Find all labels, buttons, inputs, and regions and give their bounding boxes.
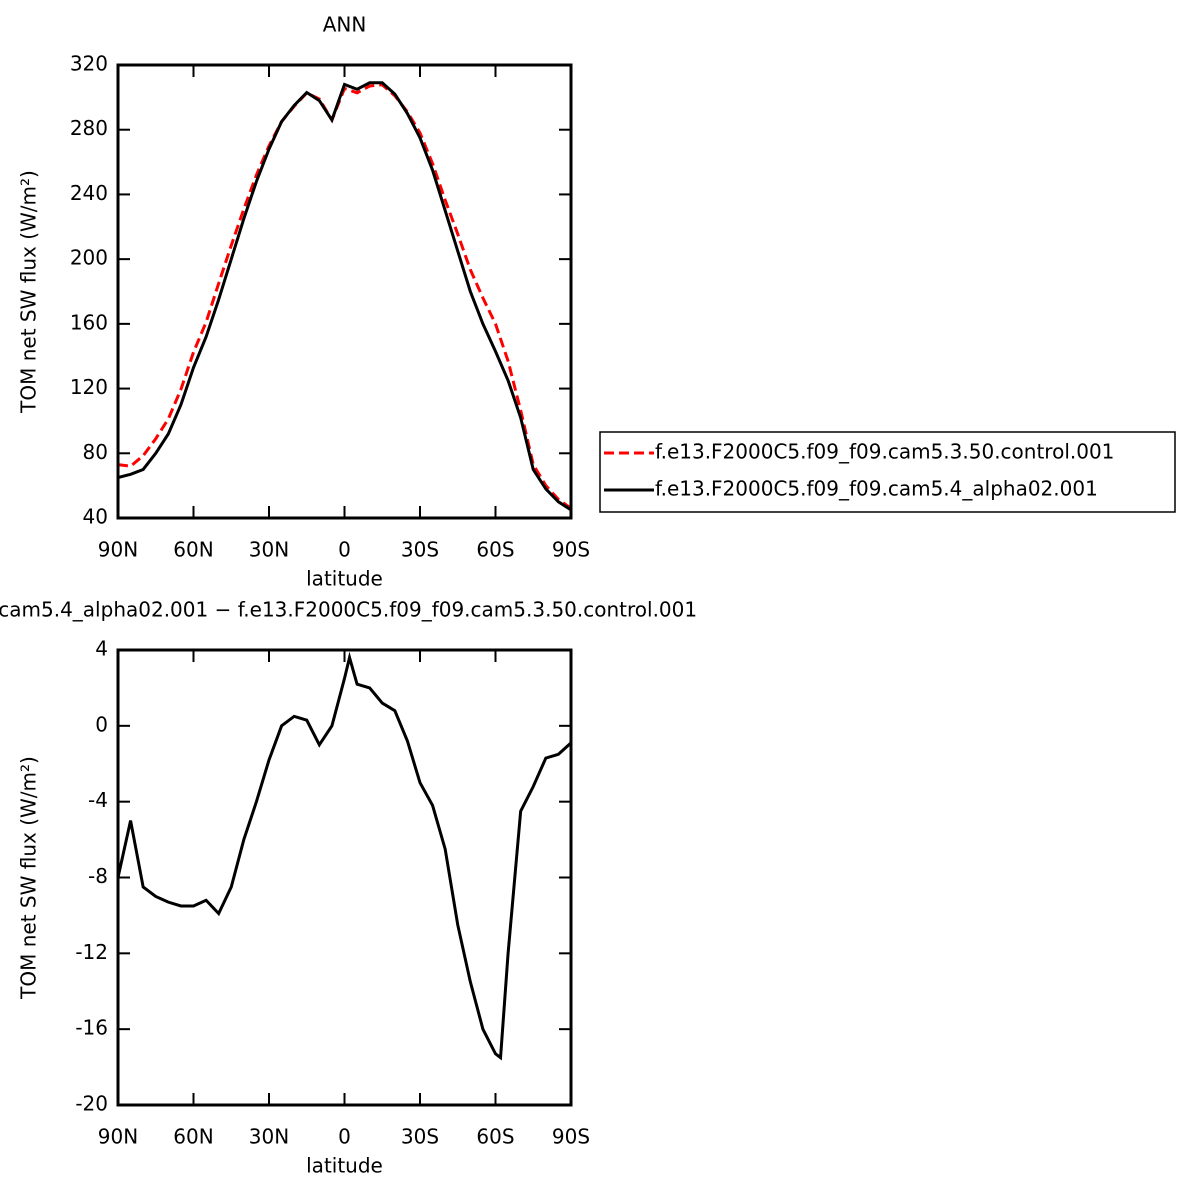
legend-label: f.e13.F2000C5.f09_f09.cam5.4_alpha02.001 (655, 477, 1098, 501)
plot-frame (116, 648, 573, 1107)
series-line (117, 81, 572, 512)
chart-title: .cam5.4_alpha02.001 − f.e13.F2000C5.f09_… (0, 598, 697, 622)
x-tick-label: 0 (338, 1125, 351, 1149)
x-tick-label: 60S (476, 538, 514, 562)
y-tick-label: 240 (70, 181, 108, 205)
y-tick-label: -4 (88, 788, 108, 812)
x-tick-label: 90N (98, 1125, 138, 1149)
legend-box (599, 431, 1176, 513)
y-tick-label: 280 (70, 116, 108, 140)
plot-frame (116, 63, 573, 520)
y-tick-label: 160 (70, 310, 108, 334)
y-tick-label: 320 (70, 52, 108, 76)
x-tick-label: 30S (401, 538, 439, 562)
y-tick-label: -16 (75, 1016, 108, 1040)
series-line (116, 651, 573, 1061)
x-tick-label: 30N (249, 538, 289, 562)
x-tick-label: 90N (98, 538, 138, 562)
x-tick-label: 60N (173, 538, 213, 562)
x-axis-label: latitude (306, 1154, 383, 1178)
x-axis-label: latitude (306, 567, 383, 591)
y-tick-label: 120 (70, 375, 108, 399)
y-tick-label: 200 (70, 246, 108, 270)
x-tick-label: 60N (173, 1125, 213, 1149)
chart-title: ANN (323, 13, 367, 37)
x-tick-label: 90S (552, 538, 590, 562)
y-axis-label: TOM net SW flux (W/m²) (17, 170, 41, 414)
x-tick-label: 30S (401, 1125, 439, 1149)
series-line (117, 83, 572, 510)
y-tick-label: 4 (95, 637, 108, 661)
y-tick-label: 40 (83, 505, 108, 529)
x-tick-label: 30N (249, 1125, 289, 1149)
y-tick-label: 0 (95, 712, 108, 736)
y-axis-label: TOM net SW flux (W/m²) (17, 756, 41, 1000)
legend-label: f.e13.F2000C5.f09_f09.cam5.3.50.control.… (655, 440, 1114, 464)
x-tick-label: 0 (338, 538, 351, 562)
y-tick-label: 80 (83, 440, 108, 464)
x-tick-label: 90S (552, 1125, 590, 1149)
y-tick-label: -20 (75, 1092, 108, 1116)
x-tick-label: 60S (476, 1125, 514, 1149)
y-tick-label: -12 (75, 940, 108, 964)
y-tick-label: -8 (88, 864, 108, 888)
